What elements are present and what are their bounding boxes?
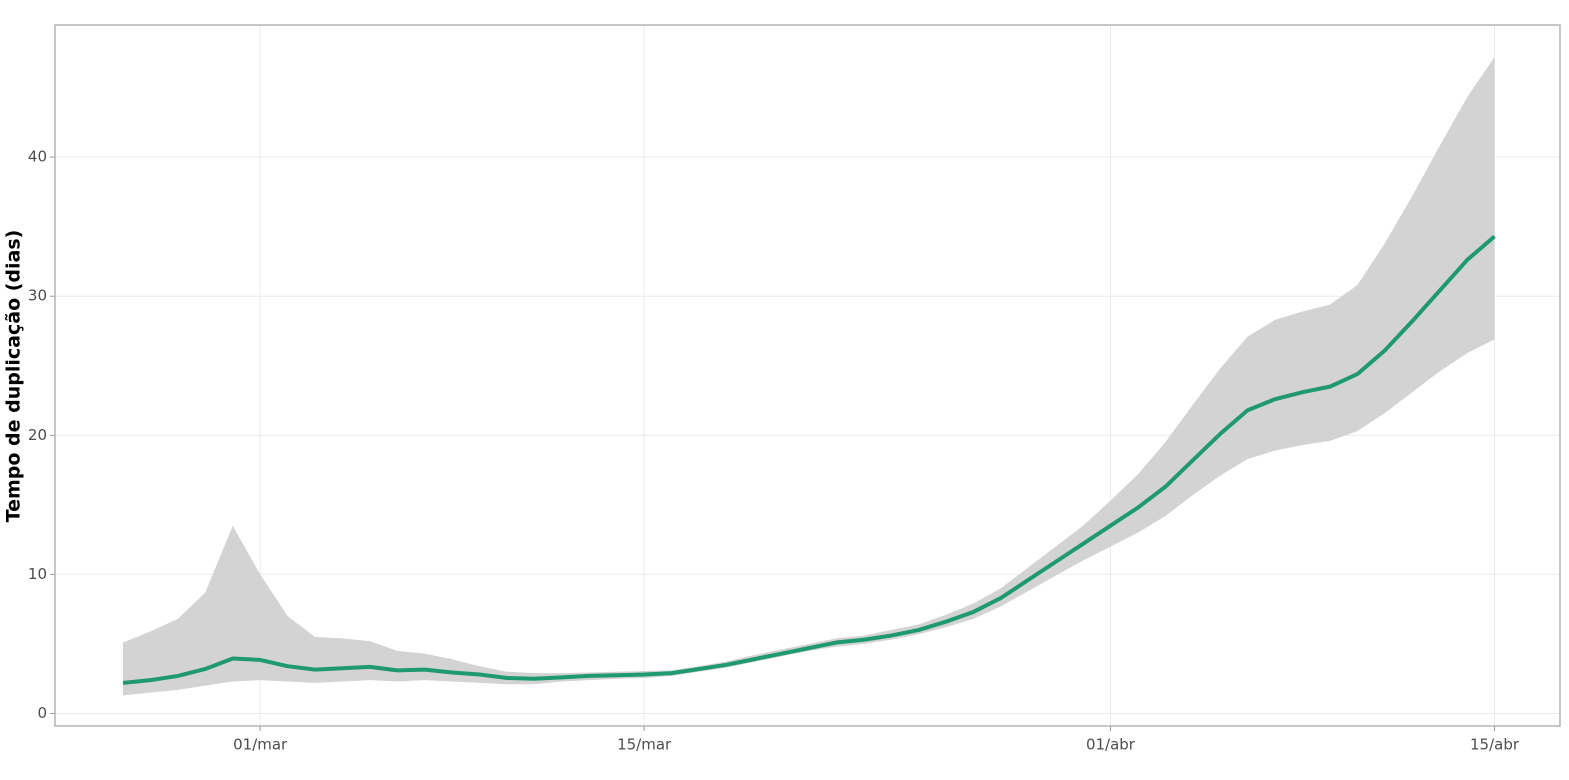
y-tick-label: 10 — [28, 565, 47, 583]
confidence-band — [123, 56, 1495, 696]
x-tick-label: 15/mar — [617, 736, 672, 754]
y-tick-label: 20 — [28, 426, 47, 444]
y-tick-label: 0 — [37, 704, 47, 722]
x-tick-label: 01/mar — [233, 736, 288, 754]
y-tick-label: 40 — [28, 148, 47, 166]
y-tick-label: 30 — [28, 287, 47, 305]
x-tick-label: 15/abr — [1470, 736, 1520, 754]
plot-border — [54, 24, 1561, 727]
series-line — [122, 234, 1496, 685]
y-axis-label: Tempo de duplicação (dias) — [3, 230, 25, 523]
x-tick-label: 01/abr — [1086, 736, 1136, 754]
